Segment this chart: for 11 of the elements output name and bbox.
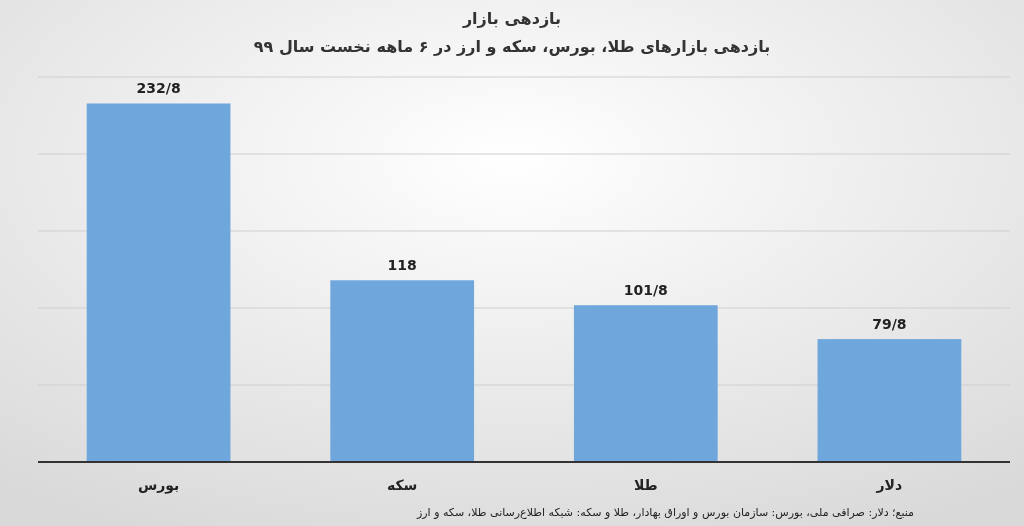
chart-subtitle: بازدهی بازارهای طلا، بورس، سکه و ارز در ۶ ماهه نخست سال ۹۹ xyxy=(253,37,771,56)
x-tick-label: بورس xyxy=(137,477,180,494)
data-label: 101/8 xyxy=(623,282,668,299)
data-label: 232/8 xyxy=(136,80,181,97)
data-label: 79/8 xyxy=(872,316,907,333)
text: منبع؛ دلار: صرافی ملی، بورس: سازمان بورس و اوراق بهادار، طلا و سکه: شبکه اطلاع‌رسانی طلا، سکه و ارز xyxy=(415,506,915,519)
x-tick-label: سکه xyxy=(386,477,418,493)
x-tick-label: دلار xyxy=(875,477,903,493)
data-label: 118 xyxy=(387,257,417,274)
x-tick-label: طلا xyxy=(633,477,658,493)
chart-title: بازدهی بازار xyxy=(461,9,562,28)
